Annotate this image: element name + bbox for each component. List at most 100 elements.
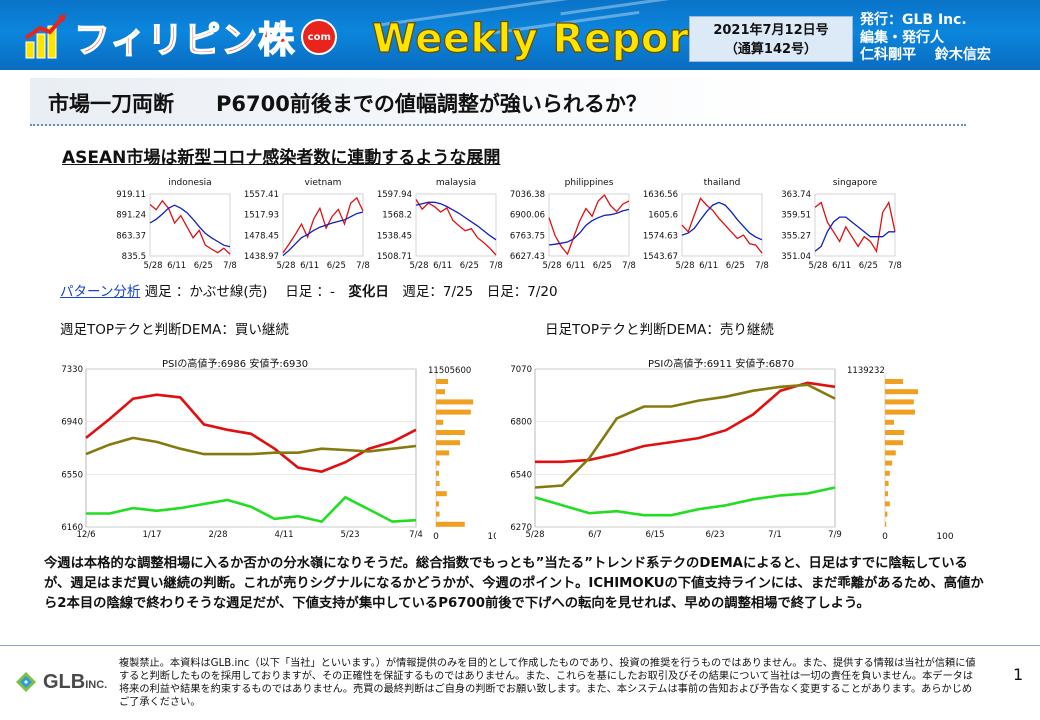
glb-logo: GLBINC. — [14, 670, 107, 694]
volume-profile-bar — [436, 389, 445, 395]
x-tick-label: 6/7 — [588, 530, 602, 540]
y-tick-label: 1574.63 — [643, 231, 678, 241]
chart-title: thailand — [703, 178, 741, 188]
weekly-panel-label: 週足TOPテクと判断DEMA：買い継続 — [60, 322, 289, 338]
profile-axis-min: 0 — [433, 532, 439, 540]
x-tick-label: 7/8 — [888, 261, 902, 271]
psi-line — [534, 486, 836, 517]
x-tick-label: 5/28 — [525, 530, 544, 540]
daily-psi-label: PSIの高値予:6911 安値予:6870 — [648, 359, 795, 370]
price-line — [814, 200, 896, 254]
disclaimer: 複製禁止。本資料はGLB.inc（以下「当社」といいます。）が情報提供のみを目的… — [119, 658, 976, 708]
volume-profile-bar — [436, 430, 465, 435]
change-day-dates: 週足：7/25 日足：7/20 — [388, 284, 558, 300]
plot-frame — [85, 368, 417, 528]
x-tick-label: 7/1 — [768, 530, 782, 540]
mini-chart-singapore: singapore 363.74 359.51 355.27 351.04 5/28 6/… — [773, 178, 907, 278]
pattern-weekly: 週足 ：かぶせ線(売) 日足 ：- — [140, 284, 349, 300]
y-tick-label: 6540 — [510, 470, 532, 480]
average-line — [681, 201, 763, 241]
x-tick-label: 5/28 — [409, 261, 428, 271]
profile-axis-min: 0 — [882, 532, 888, 540]
average-line — [282, 211, 364, 256]
price-line — [415, 199, 497, 256]
site-logo[interactable]: フィリピン株 com — [22, 10, 338, 64]
y-tick-label: 351.04 — [781, 252, 811, 262]
change-day-label: 変化日 — [348, 284, 389, 300]
plot-frame — [814, 193, 896, 257]
header-banner — [0, 0, 1040, 70]
volume-profile-bar — [436, 419, 444, 425]
x-tick-label: 5/23 — [340, 530, 359, 540]
x-tick-label: 5/28 — [808, 261, 827, 271]
mini-chart-thailand: thailand 1636.56 1605.6 1574.63 1543.67 5/28… — [640, 178, 774, 278]
volume-profile-bar — [885, 440, 903, 446]
publisher-info: 発行：GLB Inc. 編集・発行人 仁科剛平 鈴木信宏 — [860, 12, 991, 65]
rising-chart-icon — [22, 12, 70, 62]
y-tick-label: 1543.67 — [643, 252, 678, 262]
plot-frame — [548, 193, 630, 257]
y-tick-label: 1597.94 — [377, 190, 412, 200]
x-tick-label: 12/6 — [76, 530, 95, 540]
volume-profile-bar — [885, 470, 890, 476]
x-tick-label: 2/28 — [208, 530, 227, 540]
mini-chart-indonesia: indonesia 919.11 891.24 863.37 835.5 5/28 6/1… — [108, 178, 242, 278]
glb-company-name: GLBINC. — [43, 670, 108, 693]
volume-profile-bar — [885, 399, 914, 405]
average-line — [149, 204, 231, 248]
volume-profile-bar — [885, 491, 888, 497]
x-tick-label: 7/9 — [828, 530, 842, 540]
plot-frame — [415, 193, 497, 257]
logo-com-badge: com — [301, 19, 338, 55]
x-tick-label: 7/8 — [356, 261, 370, 271]
x-tick-label: 6/15 — [645, 530, 664, 540]
x-tick-label: 6/11 — [699, 261, 718, 271]
y-tick-label: 835.5 — [122, 252, 146, 262]
y-tick-label: 1517.93 — [244, 211, 279, 221]
y-tick-label: 1508.71 — [377, 252, 412, 262]
y-tick-label: 363.74 — [781, 190, 811, 200]
section-title: ASEAN市場は新型コロナ感染者数に連動するような展開 — [62, 148, 501, 168]
logo-title: フィリピン株 — [73, 19, 296, 62]
x-tick-label: 1/17 — [142, 530, 161, 540]
daily-panel-label: 日足TOPテクと判断DEMA：売り継続 — [545, 322, 774, 338]
x-tick-label: 6/25 — [194, 261, 213, 271]
y-tick-label: 7036.38 — [510, 190, 545, 200]
y-tick-label: 6900.06 — [510, 211, 545, 221]
chart-title: singapore — [832, 178, 878, 188]
volume-profile-bar — [436, 379, 448, 384]
dema-line — [535, 381, 836, 464]
glb-leaf-icon — [16, 672, 36, 692]
x-tick-label: 5/28 — [542, 261, 561, 271]
y-tick-label: 863.37 — [116, 231, 146, 241]
pattern-analysis-link[interactable]: パターン分析 — [60, 284, 141, 300]
y-tick-label: 1636.56 — [643, 190, 678, 200]
x-tick-label: 7/8 — [755, 261, 769, 271]
x-tick-label: 6/11 — [433, 261, 452, 271]
dema-line — [85, 393, 417, 473]
mini-chart-malaysia: malaysia 1597.94 1568.2 1538.45 1508.71 5/28… — [374, 178, 508, 278]
profile-axis-max: 100 — [487, 532, 496, 540]
y-tick-label: 6550 — [61, 470, 83, 480]
x-tick-label: 5/28 — [675, 261, 694, 271]
mini-chart-svg: 363.74 359.51 355.27 351.045/28 6/11 6/25 7/8 — [781, 190, 902, 271]
headline: 市場一刀両断 P6700前後までの値幅調整が強いられるか？ — [48, 92, 647, 116]
chart-title: indonesia — [168, 178, 212, 188]
y-tick-label: 1538.45 — [377, 231, 412, 241]
y-tick-label: 6940 — [61, 418, 83, 428]
y-tick-label: 891.24 — [116, 211, 146, 221]
volume-profile-bar — [436, 521, 465, 527]
x-tick-label: 6/11 — [167, 261, 186, 271]
issue-info-box: 2021年7月12日号 （通算142号） — [689, 16, 853, 62]
volume-profile-bar — [436, 470, 439, 476]
page-number: 1 — [1013, 665, 1024, 684]
volume-profile-bar — [885, 501, 890, 507]
x-tick-label: 6/11 — [300, 261, 319, 271]
x-tick-label: 5/28 — [143, 261, 162, 271]
mini-chart-vietnam: vietnam 1557.41 1517.93 1478.45 1438.97 5/28… — [241, 178, 375, 278]
x-tick-label: 7/4 — [409, 530, 423, 540]
plot-frame — [149, 193, 231, 257]
mini-chart-svg: 1557.41 1517.93 1478.45 1438.975/28 6/11 6/25… — [244, 190, 370, 271]
y-tick-label: 7330 — [61, 365, 83, 375]
y-tick-label: 1438.97 — [244, 252, 279, 262]
